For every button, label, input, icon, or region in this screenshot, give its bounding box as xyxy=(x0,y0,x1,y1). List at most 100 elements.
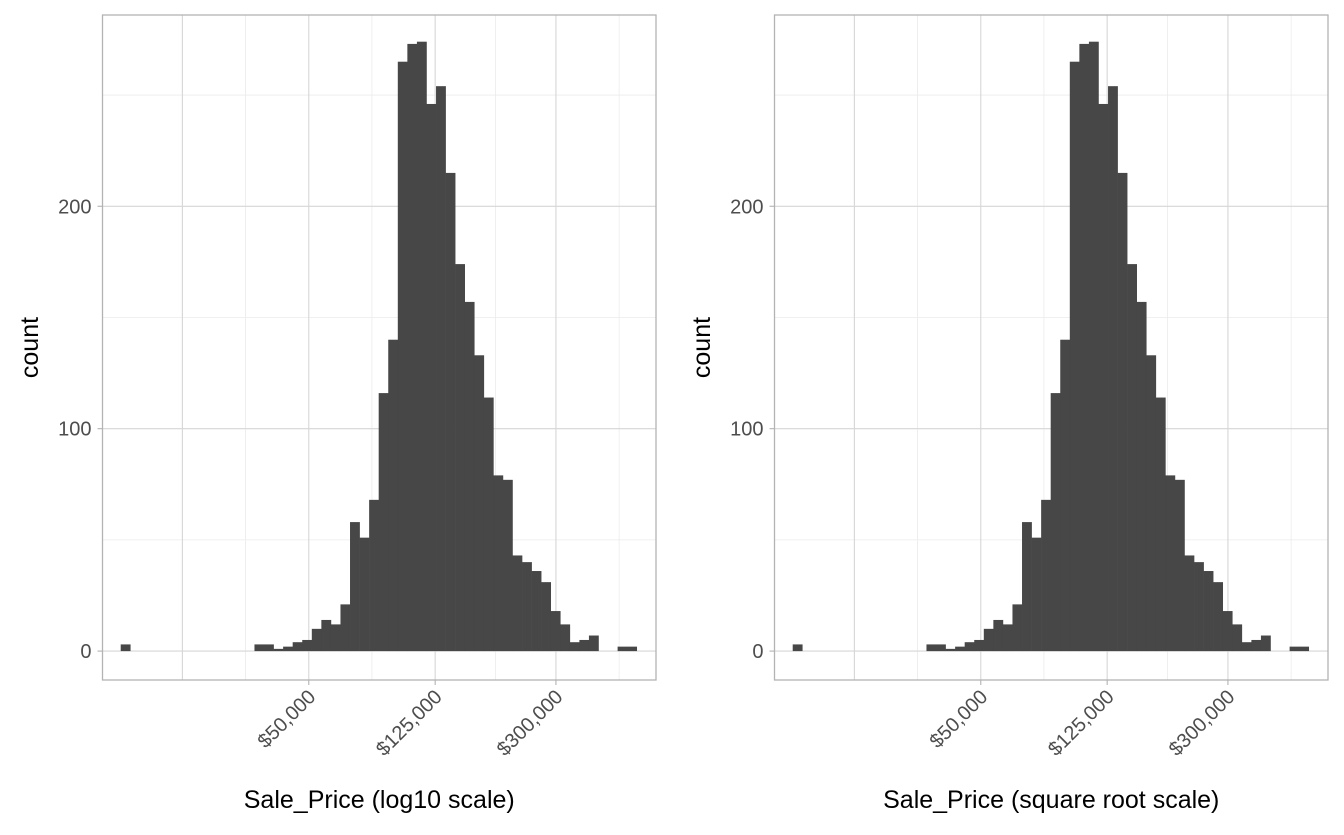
histogram-bar xyxy=(1213,582,1224,652)
histogram-bar xyxy=(407,43,418,652)
histogram-bar xyxy=(378,393,389,652)
histogram-bar xyxy=(388,339,399,652)
histogram-bar xyxy=(531,571,542,652)
histogram-bar xyxy=(283,646,293,652)
histogram-bar xyxy=(569,642,580,652)
y-tick-label: 0 xyxy=(752,641,763,663)
histogram-bar xyxy=(993,619,1004,652)
x-tick-label: $50,000 xyxy=(926,686,993,753)
histogram-bar xyxy=(330,624,341,652)
histogram-bar xyxy=(1060,339,1071,652)
histogram-bar xyxy=(1299,646,1310,652)
y-tick-label: 100 xyxy=(730,419,763,441)
histogram-bar xyxy=(522,562,532,652)
histogram-bar xyxy=(474,355,485,652)
histogram-bars xyxy=(792,41,1310,652)
x-tick-label: $300,000 xyxy=(493,686,568,761)
histogram-bar xyxy=(1232,624,1243,652)
histogram-bar xyxy=(436,86,446,652)
histogram-bar xyxy=(340,604,351,652)
histogram-bar xyxy=(1203,571,1214,652)
histogram-bar xyxy=(273,648,284,652)
histogram-bar xyxy=(1260,635,1271,652)
histogram-bar xyxy=(321,619,332,652)
histogram-bar xyxy=(397,61,408,652)
histogram-bar xyxy=(292,642,303,652)
histogram-bar xyxy=(416,41,427,652)
x-axis-title: Sale_Price (square root scale) xyxy=(883,786,1219,814)
histogram-bar xyxy=(445,172,456,652)
y-axis-title: count xyxy=(688,317,716,378)
histogram-bars xyxy=(120,41,638,652)
histogram-bar xyxy=(1194,562,1204,652)
histogram-bar xyxy=(426,103,437,652)
x-tick-label: $125,000 xyxy=(1044,686,1119,761)
histogram-bar xyxy=(1165,475,1176,652)
y-tick-label: 100 xyxy=(58,419,91,441)
y-tick-label: 200 xyxy=(58,196,91,218)
histogram-bar xyxy=(369,499,379,652)
histogram-bar xyxy=(1127,264,1137,652)
histogram-bar xyxy=(493,475,504,652)
histogram-bar xyxy=(1146,355,1157,652)
histogram-bar xyxy=(1098,103,1109,652)
histogram-bar xyxy=(1012,604,1023,652)
histogram-bar xyxy=(579,639,590,652)
histogram-bar xyxy=(926,644,937,652)
histogram-bar xyxy=(974,639,985,652)
x-axis-title: Sale_Price (log10 scale) xyxy=(244,786,515,814)
y-axis-title: count xyxy=(16,317,44,378)
panel-border xyxy=(773,14,1329,681)
y-tick-label: 200 xyxy=(730,196,763,218)
histogram-bar xyxy=(502,479,513,652)
histogram-bar xyxy=(1088,41,1099,652)
histogram-bar xyxy=(1041,499,1051,652)
histogram-bar xyxy=(264,644,274,652)
histogram-bar xyxy=(936,644,946,652)
histogram-bar xyxy=(1155,397,1166,652)
histogram-bar xyxy=(945,648,956,652)
histogram-bar xyxy=(512,555,523,652)
histogram-bar xyxy=(955,646,965,652)
histogram-bar xyxy=(1031,537,1042,652)
x-tick-label: $300,000 xyxy=(1165,686,1240,761)
histogram-bar xyxy=(617,646,628,652)
histogram-bar xyxy=(359,537,370,652)
histogram-bar xyxy=(1022,522,1032,652)
histogram-bar xyxy=(1222,611,1233,652)
histogram-bar xyxy=(311,628,322,652)
x-tick-label: $50,000 xyxy=(254,686,321,753)
histogram-bar xyxy=(550,611,561,652)
histogram-bar xyxy=(983,628,994,652)
histogram-panel-sqrt: 0 100 200 $50,000 $125,000 $300,000 Sale_Price… xyxy=(672,0,1344,830)
histogram-bar xyxy=(792,644,803,652)
histogram-bar xyxy=(560,624,571,652)
chart-svg: 0 100 200 $50,000 $125,000 $300,000 Sale_Price… xyxy=(688,14,1329,814)
histogram-bar xyxy=(588,635,599,652)
histogram-bar xyxy=(1108,86,1118,652)
histogram-bar xyxy=(627,646,638,652)
histogram-panel-log10: 0 100 200 $50,000 $125,000 $300,000 Sale_Price… xyxy=(0,0,672,830)
histogram-bar xyxy=(120,644,131,652)
histogram-bar xyxy=(464,301,475,652)
histogram-bar xyxy=(1050,393,1061,652)
y-tick-label: 0 xyxy=(80,641,91,663)
histogram-bar xyxy=(1002,624,1013,652)
histogram-bar xyxy=(1117,172,1128,652)
histogram-bar xyxy=(350,522,360,652)
histogram-bar xyxy=(302,639,313,652)
panel-border xyxy=(101,14,657,681)
histogram-bar xyxy=(1251,639,1262,652)
histogram-bar xyxy=(483,397,494,652)
histogram-bar xyxy=(1241,642,1252,652)
histogram-bar xyxy=(1184,555,1195,652)
histogram-bar xyxy=(455,264,465,652)
histogram-bar xyxy=(1079,43,1090,652)
histogram-bar xyxy=(1174,479,1185,652)
histogram-bar xyxy=(1069,61,1080,652)
histogram-bar xyxy=(254,644,265,652)
histogram-bar xyxy=(964,642,975,652)
histogram-bar xyxy=(1289,646,1300,652)
histogram-bar xyxy=(1136,301,1147,652)
